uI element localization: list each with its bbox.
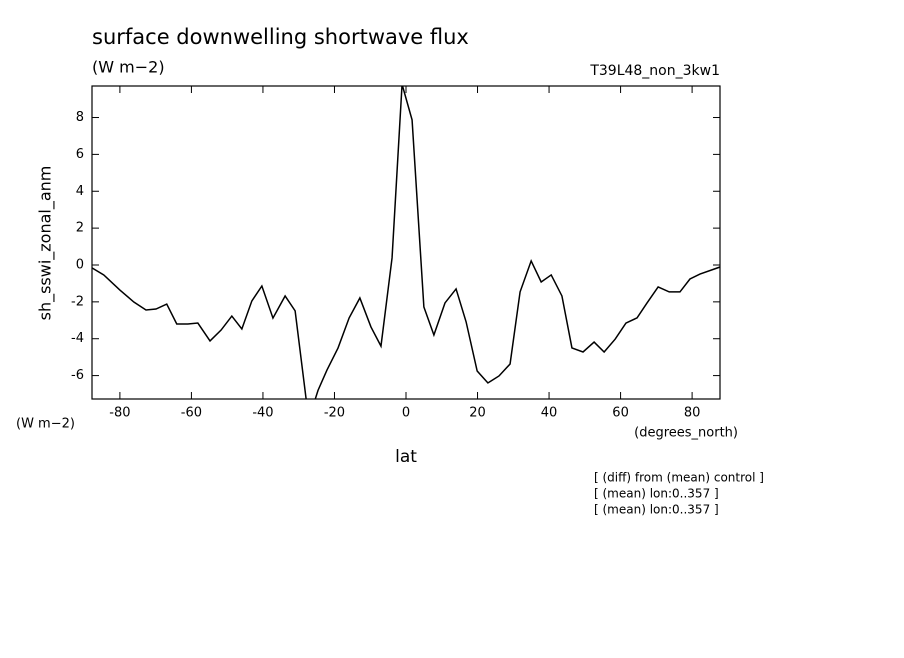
x-tick-label: -60 bbox=[181, 406, 202, 421]
y-tick-label: 6 bbox=[76, 147, 84, 162]
y-units: (W m−2) bbox=[16, 417, 75, 432]
x-tick-label: -80 bbox=[109, 406, 130, 421]
plot-frame bbox=[91, 85, 721, 400]
units: (W m−2) bbox=[92, 58, 165, 77]
chart-title: surface downwelling shortwave flux bbox=[92, 25, 469, 49]
run-label: T39L48_non_3kw1 bbox=[589, 63, 720, 79]
note: [ (mean) lon:0..357 ] bbox=[594, 503, 719, 517]
note: [ (mean) lon:0..357 ] bbox=[594, 487, 719, 501]
y-axis-label: sh_sswi_zonal_anm bbox=[36, 166, 56, 321]
data-line bbox=[92, 86, 720, 399]
y-tick-label: 8 bbox=[76, 110, 84, 125]
x-tick-label: 20 bbox=[469, 406, 486, 421]
x-axis-label: lat bbox=[395, 447, 417, 467]
y-tick-label: -6 bbox=[71, 368, 84, 383]
x-tick-label: 40 bbox=[541, 406, 558, 421]
x-units: (degrees_north) bbox=[634, 426, 738, 441]
x-tick-label: -20 bbox=[324, 406, 345, 421]
x-tick-label: 60 bbox=[612, 406, 629, 421]
y-tick-label: 0 bbox=[76, 257, 84, 272]
note: [ (diff) from (mean) control ] bbox=[594, 471, 764, 485]
y-tick-label: -2 bbox=[71, 294, 84, 309]
y-tick-label: -4 bbox=[71, 331, 84, 346]
x-tick-label: 80 bbox=[684, 406, 701, 421]
x-tick-label: 0 bbox=[402, 406, 410, 421]
x-tick-label: -40 bbox=[252, 406, 273, 421]
y-tick-label: 2 bbox=[76, 221, 84, 236]
y-tick-label: 4 bbox=[76, 184, 84, 199]
